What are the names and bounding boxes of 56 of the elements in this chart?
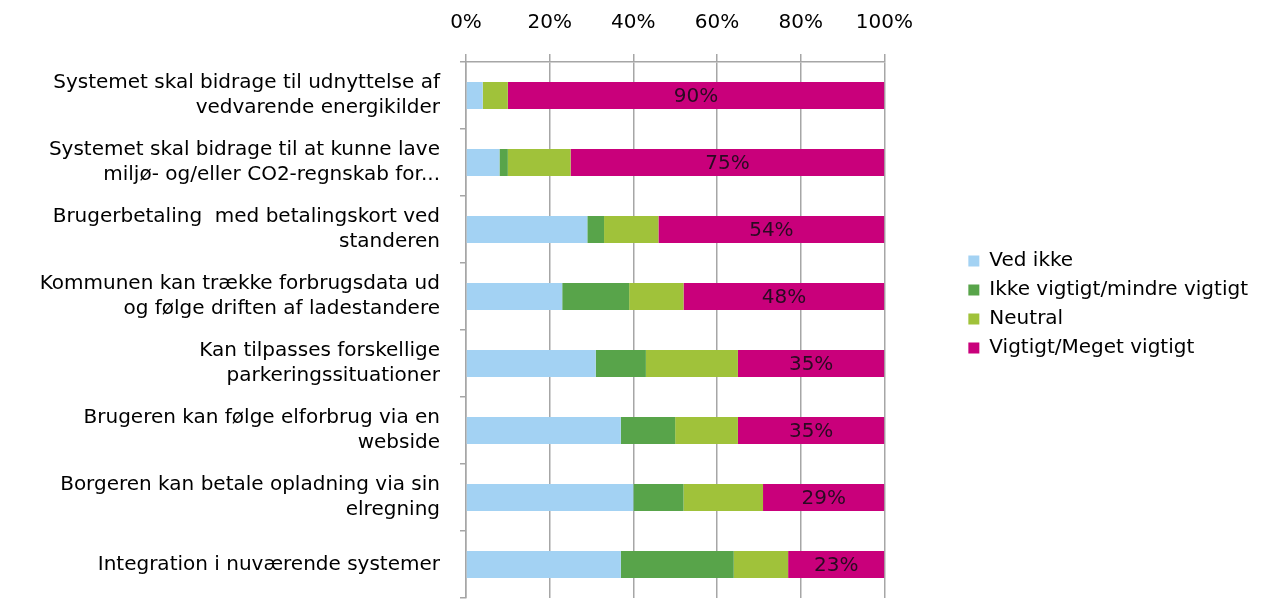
bar [604,216,659,243]
y-tick-label: Kan tilpasses forskellige parkeringssituationer [199,337,441,387]
bar [466,82,483,109]
legend-label: Ikke vigtigt/mindre vigtigt [989,276,1249,301]
x-tick-label: 100% [855,9,913,34]
legend-label: Vigtigt/Meget vigtigt [989,334,1195,359]
y-tick-label: Borgeren kan betale opladning via sin elregning [60,471,440,521]
bar [466,149,500,176]
legend-label: Neutral [989,305,1064,330]
y-tick-label: Integration i nuværende systemer [97,550,441,575]
bar [466,417,621,444]
x-tick-label: 60% [694,9,740,34]
x-tick-label: 40% [611,9,656,34]
x-tick-label: 0% [450,9,482,34]
x-tick-label: 20% [527,9,572,34]
bar [683,484,764,511]
bar [620,417,676,444]
bar [620,551,734,578]
bar [466,484,634,511]
bar [658,216,885,243]
bar [629,283,684,310]
bar [587,216,605,243]
bar [733,551,789,578]
data-label: 54% [749,216,794,241]
bar [675,417,738,444]
data-label: 23% [814,551,859,576]
y-tick-label: Brugeren kan følge elforbrug via en webside [83,404,440,454]
bar [645,350,738,377]
bar [466,216,588,243]
bar [683,283,885,310]
x-tick-label: 80% [778,9,823,34]
data-label: 29% [801,484,846,509]
bar [595,350,646,377]
bar [507,149,571,176]
bar [499,149,508,176]
legend-label: Ved ikke [989,247,1074,272]
data-label: 90% [673,82,719,107]
y-tick-label: Systemet skal bidrage til udnyttelse af vedvarende energikilder [53,69,441,119]
data-label: 75% [705,149,750,174]
bar [737,417,885,444]
bar [737,350,885,377]
bar [466,551,621,578]
y-tick-label: Kommunen kan trække forbrugsdata ud og følge driften af ladestandere [39,270,440,320]
bar [482,82,508,109]
bar [570,149,885,176]
bar [633,484,684,511]
bar [507,82,885,109]
bar [562,283,630,310]
data-label: 35% [788,417,834,442]
y-tick-label: Systemet skal bidrage til at kunne lave miljø- og/eller CO2-regnskab for... [48,136,440,186]
y-tick-label: Brugerbetaling med betalingskort ved standeren [52,203,440,253]
data-label: 35% [788,350,834,375]
data-label: 48% [761,283,807,308]
bar [466,283,563,310]
bar [466,350,596,377]
bar [763,484,885,511]
